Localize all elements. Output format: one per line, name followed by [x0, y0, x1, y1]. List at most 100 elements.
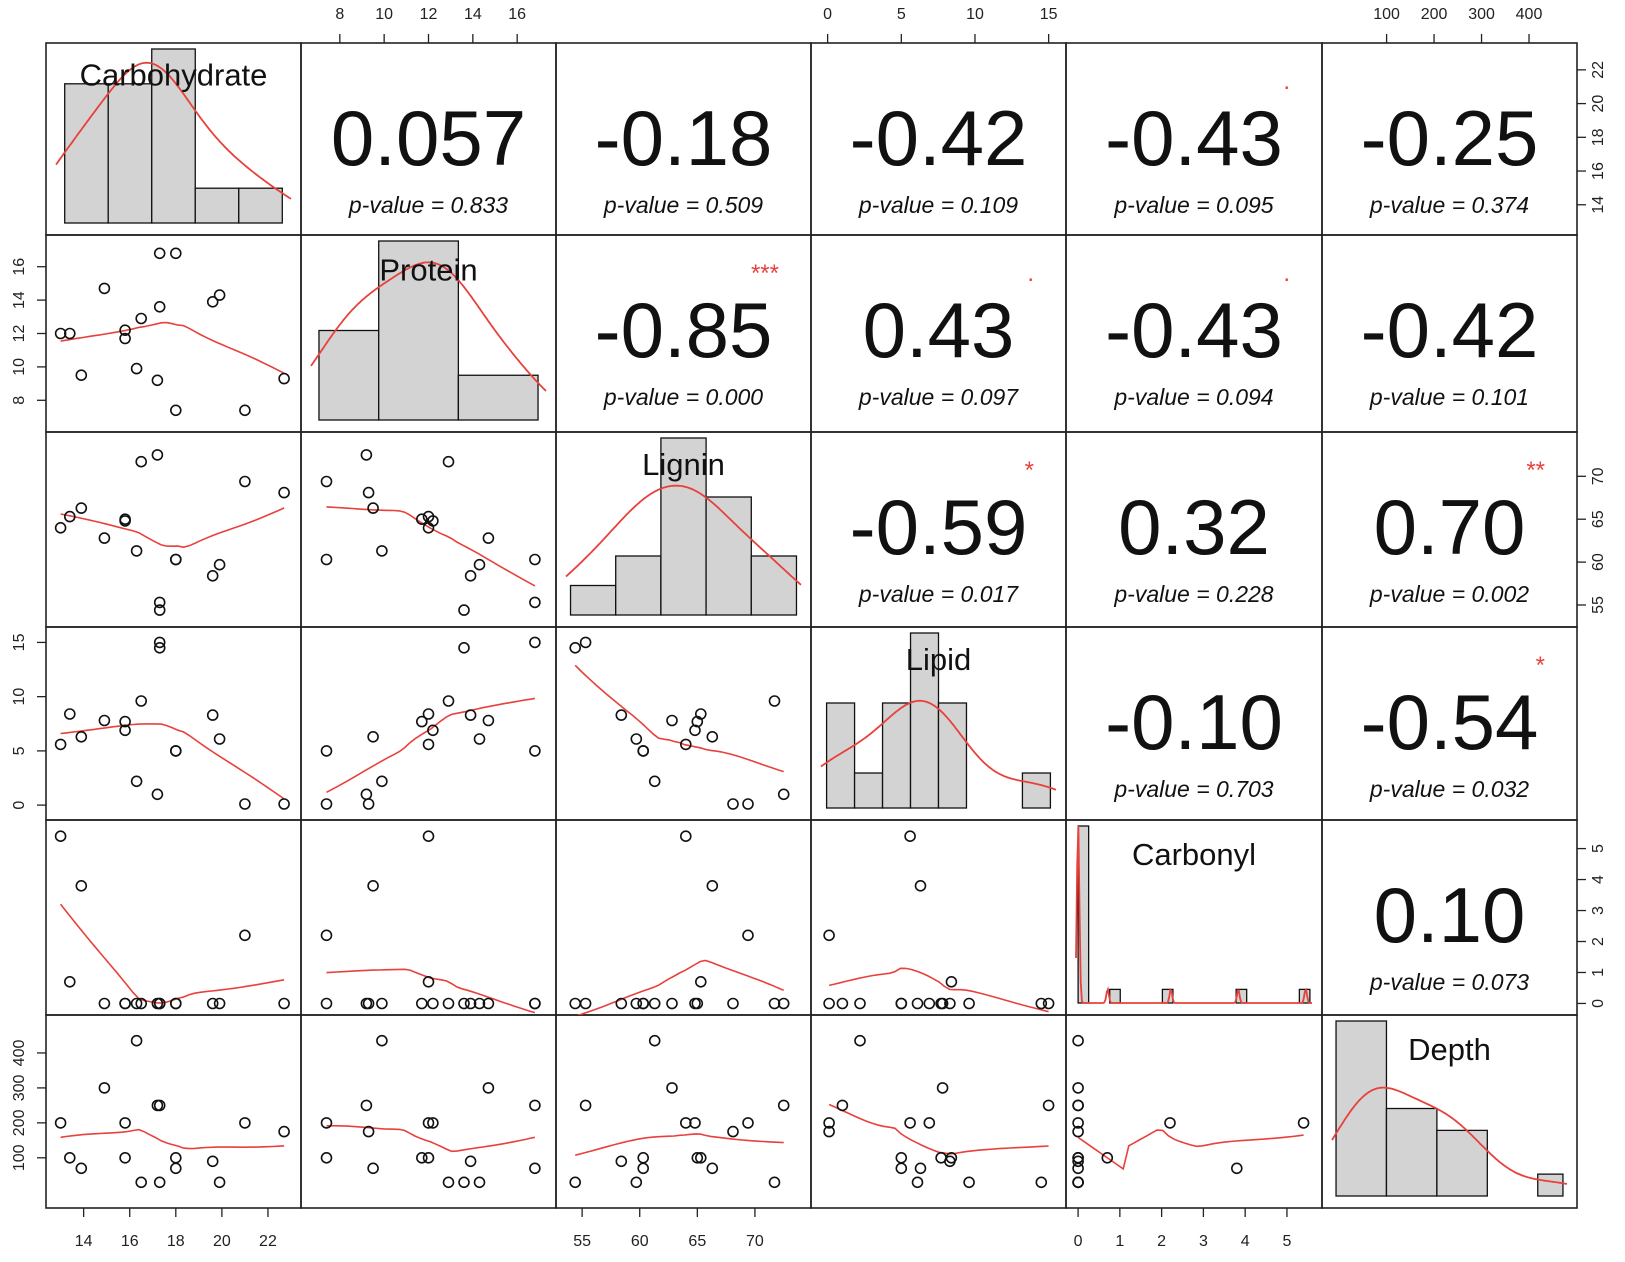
smooth-line: [828, 1103, 1049, 1155]
panel-lignin-protein: [320, 449, 541, 616]
data-point: [473, 997, 486, 1010]
data-point: [473, 733, 486, 745]
data-point: [706, 730, 719, 743]
x-tick-label-bottom-lignin: 70: [746, 1233, 764, 1250]
data-point: [648, 1034, 661, 1047]
data-point: [648, 997, 661, 1010]
data-point: [239, 404, 251, 417]
density-line-carbonyl: [1075, 825, 1312, 1004]
panel-depth-carbohydrate: [54, 1034, 290, 1189]
data-point: [1231, 1162, 1243, 1175]
variable-label-carbonyl: Carbonyl: [1132, 837, 1256, 872]
data-point: [1101, 1152, 1114, 1164]
panel-frames: [45, 42, 1578, 1209]
data-point: [637, 997, 650, 1010]
scatter-group: [569, 1034, 790, 1189]
data-point: [935, 997, 947, 1010]
x-tick-label-top-lipid: 5: [897, 6, 906, 23]
panel-frame-carbonyl-lipid: [810, 819, 1067, 1016]
data-point: [119, 724, 131, 737]
panel-lipid-carbohydrate: [54, 636, 290, 810]
data-point: [464, 997, 477, 1010]
data-point: [75, 1162, 88, 1175]
significance-stars: **: [1526, 457, 1545, 484]
data-point: [427, 997, 439, 1010]
data-point: [213, 1176, 226, 1189]
data-point: [170, 1162, 182, 1175]
variable-label-lipid: Lipid: [906, 642, 972, 677]
x-tick-label-bottom-carbohydrate: 14: [75, 1233, 93, 1250]
data-point: [170, 997, 182, 1010]
data-point: [442, 997, 455, 1010]
data-point: [615, 709, 628, 721]
panel-frame-carbonyl-protein: [300, 819, 557, 1016]
data-point: [694, 975, 707, 988]
data-point: [153, 604, 166, 616]
density-line-lipid: [820, 699, 1057, 791]
data-point: [422, 708, 435, 720]
data-point: [119, 515, 131, 527]
data-point: [742, 798, 754, 810]
data-point: [278, 372, 290, 385]
smooth-line: [828, 967, 1049, 1013]
p-value-label: p-value = 0.000: [603, 384, 763, 410]
data-point: [153, 596, 166, 609]
data-point: [135, 695, 147, 707]
hist-bar-lipid: [825, 702, 856, 809]
panel-depth-protein: [320, 1034, 541, 1189]
data-point: [1042, 997, 1055, 1010]
data-point: [119, 997, 131, 1010]
correlation-value: -0.59: [850, 483, 1028, 571]
x-tick-label-top-protein: 8: [335, 6, 344, 23]
smooth-line: [59, 903, 285, 1004]
p-value-label: p-value = 0.833: [348, 192, 508, 218]
data-point: [691, 1152, 704, 1164]
panel-carbohydrate-carbonyl: -0.43 p-value = 0.095.: [1105, 68, 1290, 218]
data-point: [706, 879, 719, 892]
y-tick-label-left-protein: 8: [11, 396, 28, 405]
data-point: [1072, 1099, 1084, 1112]
significance-stars: *: [1025, 457, 1034, 484]
panel-frame-depth-carbohydrate: [45, 1014, 302, 1209]
x-tick-label-bottom-carbonyl: 4: [1241, 1233, 1250, 1250]
p-value-label: p-value = 0.073: [1369, 969, 1529, 995]
data-point: [151, 1099, 164, 1112]
smooth-line: [574, 664, 784, 773]
data-point: [569, 1176, 582, 1189]
y-tick-label-right-lignin: 65: [1590, 510, 1607, 528]
scatter-group: [1072, 1034, 1310, 1189]
panel-carbohydrate-lignin: -0.18 p-value = 0.509: [595, 94, 773, 218]
data-point: [98, 714, 111, 727]
data-point: [119, 332, 131, 345]
density-line-protein: [310, 261, 547, 392]
data-point: [529, 636, 541, 649]
data-point: [135, 312, 147, 325]
data-point: [98, 997, 111, 1010]
data-point: [64, 708, 76, 720]
data-point: [422, 975, 435, 988]
panel-carbonyl-carbohydrate: [54, 830, 290, 1010]
data-point: [170, 247, 182, 260]
data-point: [320, 553, 333, 566]
data-point: [854, 1034, 866, 1047]
variable-label-depth: Depth: [1408, 1032, 1491, 1067]
data-point: [64, 975, 76, 988]
hist-bar-depth: [1335, 1020, 1388, 1197]
data-point: [206, 709, 219, 721]
data-point: [637, 1162, 650, 1175]
data-point: [911, 1176, 924, 1189]
data-point: [153, 636, 166, 649]
panel-protein-depth: -0.42 p-value = 0.101: [1361, 286, 1539, 410]
correlation-value: 0.057: [331, 94, 526, 182]
scatter-group: [320, 636, 541, 810]
data-point: [135, 455, 147, 468]
y-tick-label-right-lignin: 70: [1590, 467, 1607, 485]
panel-protein-lignin: -0.85 p-value = 0.000 ***: [595, 260, 779, 410]
y-tick-label-right-carbohydrate: 14: [1590, 196, 1607, 214]
data-point: [170, 404, 182, 417]
panel-frame-depth-lignin: [555, 1014, 812, 1209]
data-point: [75, 730, 88, 743]
scatter-group: [823, 1034, 1055, 1189]
y-tick-label-left-lipid: 5: [11, 746, 28, 755]
y-tick-label-right-carbonyl: 5: [1590, 844, 1607, 853]
